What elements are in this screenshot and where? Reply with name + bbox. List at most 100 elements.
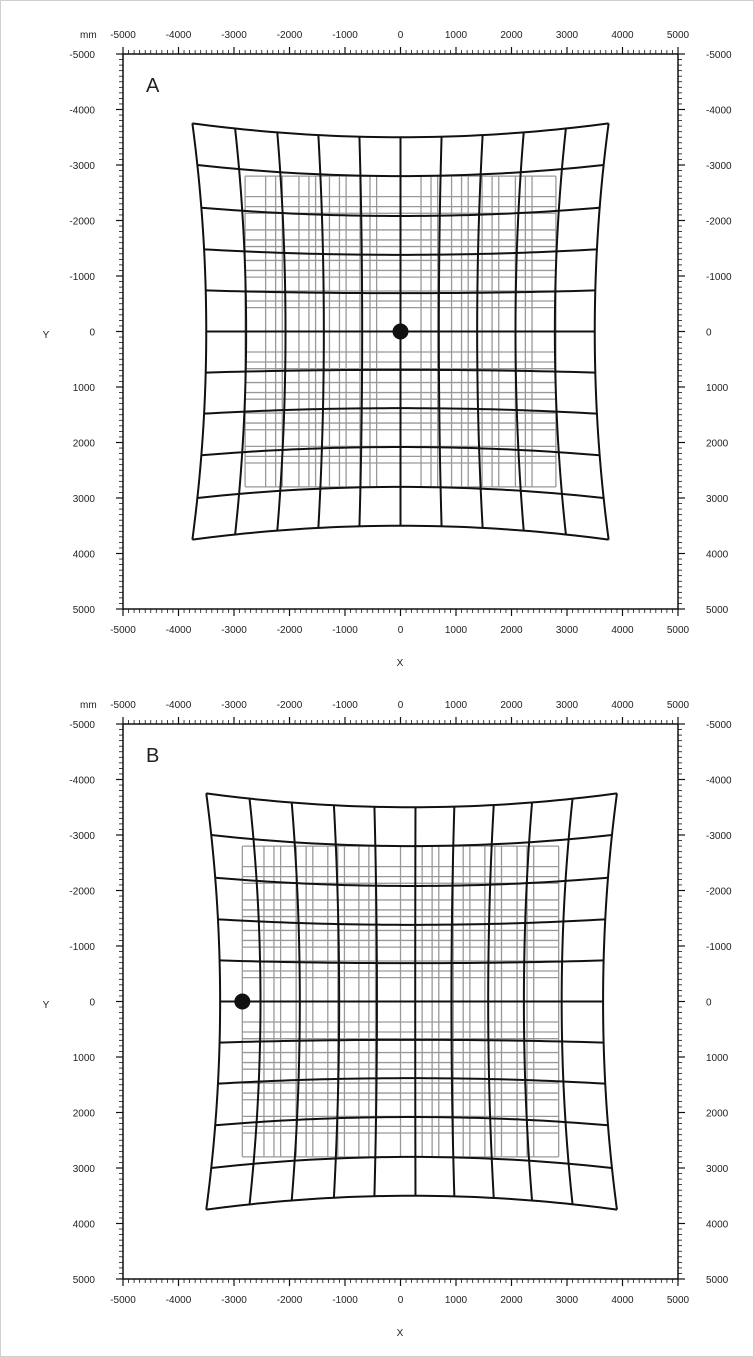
panel-a-left-tick-label: 0 [89, 328, 95, 339]
panel-b-distorted-grid-line [215, 1116, 609, 1127]
panel-a-y-axis-title: Y [43, 330, 50, 341]
panel-a-top-tick-label: -5000 [110, 30, 136, 41]
panel-a-bottom-tick-label: -3000 [221, 625, 247, 636]
panel-b-distorted-grid-line [217, 1077, 606, 1085]
panel-a-distorted-grid-line [192, 524, 609, 541]
panel-a-right-tick-label: 3000 [706, 494, 729, 505]
panel-b-right-tick-label: 4000 [706, 1220, 729, 1231]
panel-b-top-tick-label: 0 [398, 700, 404, 711]
panel-b-right-tick-label: -4000 [706, 776, 732, 787]
panel-b-distorted-grid-line [206, 792, 618, 809]
panel-b-unit-label: mm [80, 700, 97, 711]
panel-b-bottom-tick-label: -4000 [166, 1295, 192, 1306]
panel-a-left-tick-label: 4000 [73, 550, 96, 561]
panel-b: -5000 -5000 -5000 -5000 -4000 -4000 -4000 -4000… [0, 670, 754, 1340]
panel-a: -5000 -5000 -5000 -5000 -4000 -4000 -4000 -4000… [0, 0, 754, 670]
panel-b-distorted-grid-line [211, 1155, 613, 1169]
panel-a-top-tick-label: -3000 [221, 30, 247, 41]
panel-a-top-tick-label: 2000 [500, 30, 523, 41]
panel-a-top-tick-label: -1000 [332, 30, 358, 41]
panel-b-top-tick-label: -3000 [221, 700, 247, 711]
panel-a-left-tick-label: -1000 [69, 272, 95, 283]
panel-b-right-tick-label: 1000 [706, 1053, 729, 1064]
panel-a-bottom-tick-label: -5000 [110, 625, 136, 636]
panel-a-top-tick-label: 1000 [445, 30, 468, 41]
panel-b-y-axis-title: Y [43, 1000, 50, 1011]
panel-a-ticks: -5000 -5000 -5000 -5000 -4000 -4000 -4000 -4000… [69, 30, 732, 636]
panel-a-bottom-tick-label: 1000 [445, 625, 468, 636]
panel-b-left-tick-label: -5000 [69, 720, 95, 731]
panel-b-left-tick-label: 1000 [73, 1053, 96, 1064]
panel-b-left-tick-label: 2000 [73, 1109, 96, 1120]
panel-b-bottom-tick-label: -2000 [277, 1295, 303, 1306]
panel-a-left-tick-label: 5000 [73, 605, 96, 616]
panel-a-left-tick-label: 3000 [73, 494, 96, 505]
panel-b-left-tick-label: -3000 [69, 831, 95, 842]
panel-a-letter: A [146, 75, 160, 97]
panel-a-bottom-tick-label: -1000 [332, 625, 358, 636]
panel-b-letter: B [146, 745, 159, 767]
panel-b-bottom-tick-label: -1000 [332, 1295, 358, 1306]
panel-a-top-tick-label: 4000 [611, 30, 634, 41]
panel-b-bottom-tick-label: 5000 [667, 1295, 690, 1306]
panel-a-bottom-tick-label: 0 [398, 625, 404, 636]
panel-b-left-tick-label: -4000 [69, 776, 95, 787]
panel-b-top-tick-label: -4000 [166, 700, 192, 711]
panel-a-right-tick-label: -2000 [706, 217, 732, 228]
panel-b-bottom-tick-label: -5000 [110, 1295, 136, 1306]
panel-a-distorted-grid-line [201, 206, 600, 217]
panel-b-top-tick-label: -2000 [277, 700, 303, 711]
panel-a-right-tick-label: -3000 [706, 161, 732, 172]
panel-b-distorted-grid-line [217, 918, 606, 926]
panel-b-ticks: -5000 -5000 -5000 -5000 -4000 -4000 -4000 -4000… [69, 700, 732, 1306]
panel-a-left-tick-label: -2000 [69, 217, 95, 228]
panel-a-right-tick-label: 1000 [706, 383, 729, 394]
panel-b-top-tick-label: 2000 [500, 700, 523, 711]
panel-b-marker-point [234, 993, 251, 1010]
panel-a-distorted-grid-line [201, 446, 600, 457]
panel-a-distorted-grid-line [197, 164, 604, 178]
panel-b-distorted-grid-line [219, 1038, 604, 1044]
panel-a-bottom-tick-label: 4000 [611, 625, 634, 636]
panel-a-top-tick-label: 5000 [667, 30, 690, 41]
panel-b-distorted-grid-line [215, 876, 609, 887]
panel-a-distorted-grid-line [192, 122, 609, 139]
panel-a-bottom-tick-label: 2000 [500, 625, 523, 636]
panel-a-bottom-tick-label: 3000 [556, 625, 579, 636]
panel-b-distorted-grid-line [219, 959, 604, 965]
panel-b-top-tick-label: 5000 [667, 700, 690, 711]
panel-b-right-tick-label: 2000 [706, 1109, 729, 1120]
panel-b-distorted-grid-line [602, 793, 618, 1210]
panel-a-distorted-grid-line [205, 368, 596, 374]
panel-a-right-tick-label: -5000 [706, 50, 732, 61]
panel-a-bottom-tick-label: -2000 [277, 625, 303, 636]
panel-b-right-tick-label: -1000 [706, 942, 732, 953]
panel-b-top-tick-label: 4000 [611, 700, 634, 711]
panel-a-left-tick-label: -5000 [69, 50, 95, 61]
panel-b-right-tick-label: 3000 [706, 1164, 729, 1175]
panel-b-left-tick-label: -1000 [69, 942, 95, 953]
panel-a-right-tick-label: 2000 [706, 439, 729, 450]
panel-a-unit-label: mm [80, 30, 97, 41]
panel-a-distorted-grid-line [204, 407, 597, 415]
panel-b-top-tick-label: -5000 [110, 700, 136, 711]
panel-b-bottom-tick-label: 1000 [445, 1295, 468, 1306]
panel-a-left-tick-label: 2000 [73, 439, 96, 450]
panel-a-distorted-grid-line [205, 289, 596, 295]
panel-a-distorted-grid-line [191, 123, 208, 540]
panel-a-distorted-grid-line [204, 248, 597, 256]
panel-a-distorted-grid [191, 122, 610, 541]
panel-a-right-tick-label: -1000 [706, 272, 732, 283]
panel-a-bottom-tick-label: 5000 [667, 625, 690, 636]
panel-b-distorted-grid [205, 792, 618, 1211]
panel-b-left-tick-label: 0 [89, 998, 95, 1009]
panel-b-top-tick-label: 3000 [556, 700, 579, 711]
panel-b-left-tick-label: 3000 [73, 1164, 96, 1175]
panel-b-x-axis-title: X [397, 1328, 404, 1339]
panel-a-x-axis-title: X [397, 658, 404, 669]
panel-a-marker-point [392, 323, 409, 340]
panel-b-right-tick-label: -5000 [706, 720, 732, 731]
panel-b-distorted-grid-line [205, 793, 222, 1210]
panel-b-right-tick-label: -3000 [706, 831, 732, 842]
panel-a-plot: -5000 -5000 -5000 -5000 -4000 -4000 -4000 -4000… [43, 30, 732, 669]
